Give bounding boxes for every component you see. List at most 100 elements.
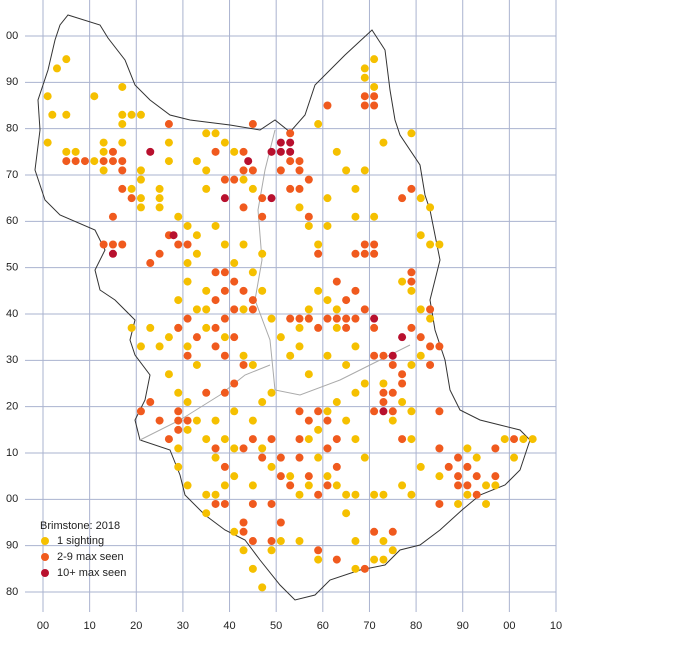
- sighting-dot: [220, 481, 229, 490]
- sighting-dot: [491, 481, 500, 490]
- sighting-dot: [314, 490, 323, 499]
- sighting-dot: [155, 203, 164, 212]
- sighting-dot: [230, 407, 239, 416]
- sighting-dot: [295, 184, 304, 193]
- sighting-dot: [239, 286, 248, 295]
- sighting-dot: [351, 342, 360, 351]
- sighting-dot: [304, 175, 313, 184]
- sighting-dot: [286, 138, 295, 147]
- y-tick-label: 30: [6, 354, 18, 366]
- sighting-dot: [463, 490, 472, 499]
- sighting-dot: [48, 110, 57, 119]
- sighting-dot: [220, 138, 229, 147]
- sighting-dot: [407, 407, 416, 416]
- sighting-dot: [388, 360, 397, 369]
- sighting-dot: [323, 472, 332, 481]
- sighting-dot: [379, 398, 388, 407]
- sighting-dot: [220, 435, 229, 444]
- sighting-dot: [304, 472, 313, 481]
- sighting-dot: [416, 305, 425, 314]
- sighting-dot: [211, 147, 220, 156]
- sighting-dot: [491, 444, 500, 453]
- sighting-dot: [174, 240, 183, 249]
- sighting-dot: [127, 194, 136, 203]
- sighting-dot: [267, 194, 276, 203]
- sighting-dot: [202, 323, 211, 332]
- sighting-dot: [155, 184, 164, 193]
- sighting-dot: [202, 129, 211, 138]
- sighting-dot: [183, 240, 192, 249]
- sighting-dot: [370, 212, 379, 221]
- sighting-dot: [332, 314, 341, 323]
- sighting-dot: [267, 462, 276, 471]
- sighting-dot: [239, 240, 248, 249]
- legend-label: 1 sighting: [57, 535, 104, 547]
- x-tick-label: 80: [410, 620, 422, 632]
- sighting-dot: [407, 360, 416, 369]
- sighting-dot: [314, 286, 323, 295]
- sighting-dot: [192, 360, 201, 369]
- sighting-dot: [435, 407, 444, 416]
- sighting-dot: [258, 583, 267, 592]
- sighting-dot: [463, 462, 472, 471]
- sighting-dot: [169, 231, 178, 240]
- sighting-dot: [304, 221, 313, 230]
- y-tick-label: 00: [6, 493, 18, 505]
- sighting-dot: [314, 240, 323, 249]
- sighting-dot: [239, 175, 248, 184]
- sighting-dot: [276, 518, 285, 527]
- sighting-dot: [454, 453, 463, 462]
- sighting-dot: [202, 166, 211, 175]
- sighting-dot: [211, 416, 220, 425]
- sighting-dot: [472, 453, 481, 462]
- sighting-dot: [351, 490, 360, 499]
- sighting-dot: [276, 138, 285, 147]
- sighting-dot: [183, 351, 192, 360]
- sighting-dot: [304, 314, 313, 323]
- sighting-dot: [388, 546, 397, 555]
- sighting-dot: [239, 203, 248, 212]
- sighting-dot: [370, 240, 379, 249]
- sighting-dot: [360, 249, 369, 258]
- sighting-dot: [295, 435, 304, 444]
- sighting-dot: [323, 351, 332, 360]
- x-tick-label: 50: [270, 620, 282, 632]
- sighting-dot: [136, 407, 145, 416]
- sighting-dot: [304, 481, 313, 490]
- sighting-dot: [267, 537, 276, 546]
- sighting-dot: [267, 388, 276, 397]
- sighting-dot: [146, 259, 155, 268]
- sighting-dot: [183, 481, 192, 490]
- sighting-dot: [136, 194, 145, 203]
- x-tick-label: 20: [130, 620, 142, 632]
- y-tick-label: 00: [6, 30, 18, 42]
- sighting-dot: [174, 212, 183, 221]
- sighting-dot: [155, 194, 164, 203]
- sighting-dot: [342, 166, 351, 175]
- sighting-dot: [360, 92, 369, 101]
- sighting-dot: [314, 453, 323, 462]
- x-tick-label: 00: [503, 620, 515, 632]
- sighting-dot: [248, 268, 257, 277]
- sighting-dot: [220, 388, 229, 397]
- sighting-dot: [416, 231, 425, 240]
- y-tick-label: 70: [6, 169, 18, 181]
- sighting-dot: [211, 268, 220, 277]
- sighting-dot: [248, 296, 257, 305]
- x-tick-label: 10: [550, 620, 562, 632]
- sighting-dot: [435, 499, 444, 508]
- x-tick-label: 10: [84, 620, 96, 632]
- sighting-dot: [323, 194, 332, 203]
- sighting-dot: [398, 435, 407, 444]
- sighting-dot: [174, 296, 183, 305]
- sighting-dot: [230, 259, 239, 268]
- sighting-dot: [164, 370, 173, 379]
- sighting-dot: [360, 240, 369, 249]
- sighting-dot: [202, 509, 211, 518]
- sighting-dot: [295, 323, 304, 332]
- sighting-dot: [351, 314, 360, 323]
- sighting-dot: [211, 296, 220, 305]
- y-tick-label: 50: [6, 262, 18, 274]
- sighting-dot: [202, 490, 211, 499]
- sighting-dot: [370, 314, 379, 323]
